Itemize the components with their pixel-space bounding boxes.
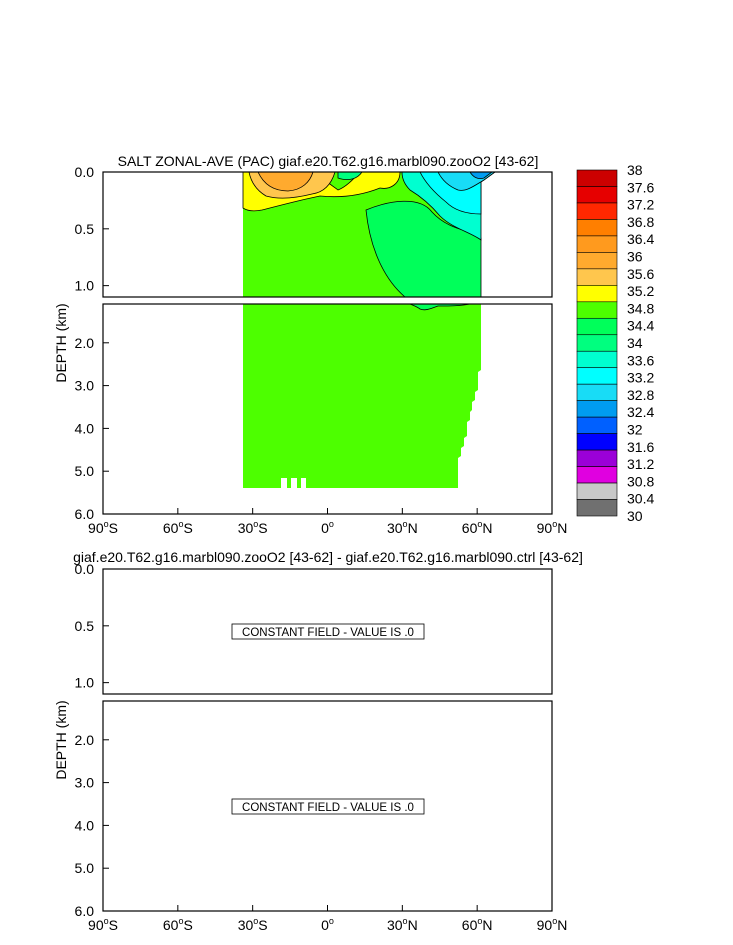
x-tick-label: 60oS [163,519,193,536]
y-tick-label: 1.0 [75,675,95,691]
x-tick-label: 30oN [387,519,418,536]
colorbar-swatch [576,383,618,401]
colorbar-label: 32 [627,422,643,438]
colorbar-label: 30 [627,508,643,524]
colorbar-swatch [576,202,618,220]
chart1-upper-frame [102,171,553,298]
colorbar-label: 34.8 [627,300,654,316]
y-tick-label: 3.0 [75,378,95,394]
colorbar-label: 33.6 [627,352,654,368]
x-tick-label: 30oS [238,519,268,536]
x-tick-label: 60oN [462,519,493,536]
y-tick-label: 5.0 [75,860,95,876]
chart2-annotation-upper: CONSTANT FIELD - VALUE IS .0 [242,627,414,639]
colorbar-label: 37.2 [627,197,654,213]
colorbar-swatch [576,416,618,434]
chart1-lower-field [243,304,481,488]
colorbar-swatch [576,499,618,517]
y-tick-label: 3.0 [75,775,95,791]
colorbar-label: 38 [627,162,643,178]
chart1-ylabel: DEPTH (km) [53,303,69,382]
y-tick-label: 4.0 [75,420,95,436]
colorbar-label: 30.8 [627,473,654,489]
x-tick-label: 90oN [537,519,568,536]
colorbar-label: 31.2 [627,456,654,472]
colorbar-label: 32.8 [627,387,654,403]
colorbar: 3837.637.236.836.43635.635.234.834.43433… [576,162,654,524]
colorbar-label: 37.6 [627,179,654,195]
colorbar-swatch [576,169,618,187]
colorbar-label: 36.8 [627,214,654,230]
chart2-ylabel: DEPTH (km) [53,700,69,779]
colorbar-label: 34.4 [627,318,654,334]
colorbar-swatch [576,400,618,418]
x-tick-label: 30oS [238,916,268,933]
colorbar-swatch [576,367,618,385]
x-tick-label: 60oS [163,916,193,933]
colorbar-label: 33.2 [627,370,654,386]
colorbar-label: 30.4 [627,491,654,507]
chart2-y-ticks-upper: 0.0 0.5 1.0 [75,561,109,691]
y-tick-label: 6.0 [75,903,95,919]
chart2-upper-frame [102,568,553,695]
colorbar-swatch [576,301,618,319]
colorbar-swatch [576,334,618,352]
colorbar-swatch [576,219,618,237]
x-tick-label: 30oN [387,916,418,933]
x-tick-label: 0o [321,519,334,536]
colorbar-label: 36 [627,249,643,265]
colorbar-swatch [576,350,618,369]
colorbar-swatch [576,235,618,253]
colorbar-swatch [576,268,618,286]
colorbar-label: 32.4 [627,404,654,420]
chart1-y-ticks-lower: 2.0 3.0 4.0 5.0 6.0 [75,335,109,522]
region-32.4-upper [469,172,493,180]
y-tick-label: 4.0 [75,817,95,833]
colorbar-swatch [576,285,618,303]
chart2-x-ticks: 90oS 60oS 30oS 0o 30oN 60oN 90oN [88,905,567,933]
colorbar-label: 31.6 [627,439,654,455]
colorbar-swatch [576,482,618,500]
y-tick-label: 5.0 [75,463,95,479]
colorbar-label: 35.6 [627,266,654,282]
chart1-upper-field [242,172,496,297]
colorbar-swatch [576,186,618,204]
colorbar-swatch [576,466,618,484]
y-tick-label: 0.5 [75,618,95,634]
x-tick-label: 0o [321,916,334,933]
x-tick-label: 90oN [537,916,568,933]
chart2-annotation-lower: CONSTANT FIELD - VALUE IS .0 [242,802,414,814]
region-34.0-lower [409,304,471,311]
x-tick-label: 90oS [88,916,118,933]
y-tick-label: 1.0 [75,278,95,294]
region-34.4-lower [243,304,481,488]
chart2-y-ticks-lower: 2.0 3.0 4.0 5.0 6.0 [75,732,109,919]
chart2-annotation-upper-box: CONSTANT FIELD - VALUE IS .0 [231,623,425,640]
colorbar-label: 34 [627,335,643,351]
chart1-x-ticks: 90oS 60oS 30oS 0o 30oN 60oN 90oN [88,508,567,536]
y-tick-label: 2.0 [75,732,95,748]
colorbar-swatch [576,433,618,451]
y-tick-label: 2.0 [75,335,95,351]
x-tick-label: 60oN [462,916,493,933]
y-tick-label: 0.0 [75,164,95,180]
chart1-y-ticks-upper: 0.0 0.5 1.0 [75,164,109,294]
region-35.6-upper [257,172,314,192]
colorbar-label: 36.4 [627,231,654,247]
colorbar-swatch [576,317,618,336]
y-tick-label: 0.5 [75,221,95,237]
x-tick-label: 90oS [88,519,118,536]
y-tick-label: 6.0 [75,506,95,522]
colorbar-swatch [576,252,618,270]
chart2-annotation-lower-box: CONSTANT FIELD - VALUE IS .0 [231,798,425,815]
colorbar-label: 35.2 [627,283,654,299]
chart1-title: SALT ZONAL-AVE (PAC) giaf.e20.T62.g16.ma… [118,153,539,169]
chart2-title: giaf.e20.T62.g16.marbl090.zooO2 [43-62] … [73,549,583,565]
y-tick-label: 0.0 [75,561,95,577]
colorbar-swatch [576,449,618,467]
